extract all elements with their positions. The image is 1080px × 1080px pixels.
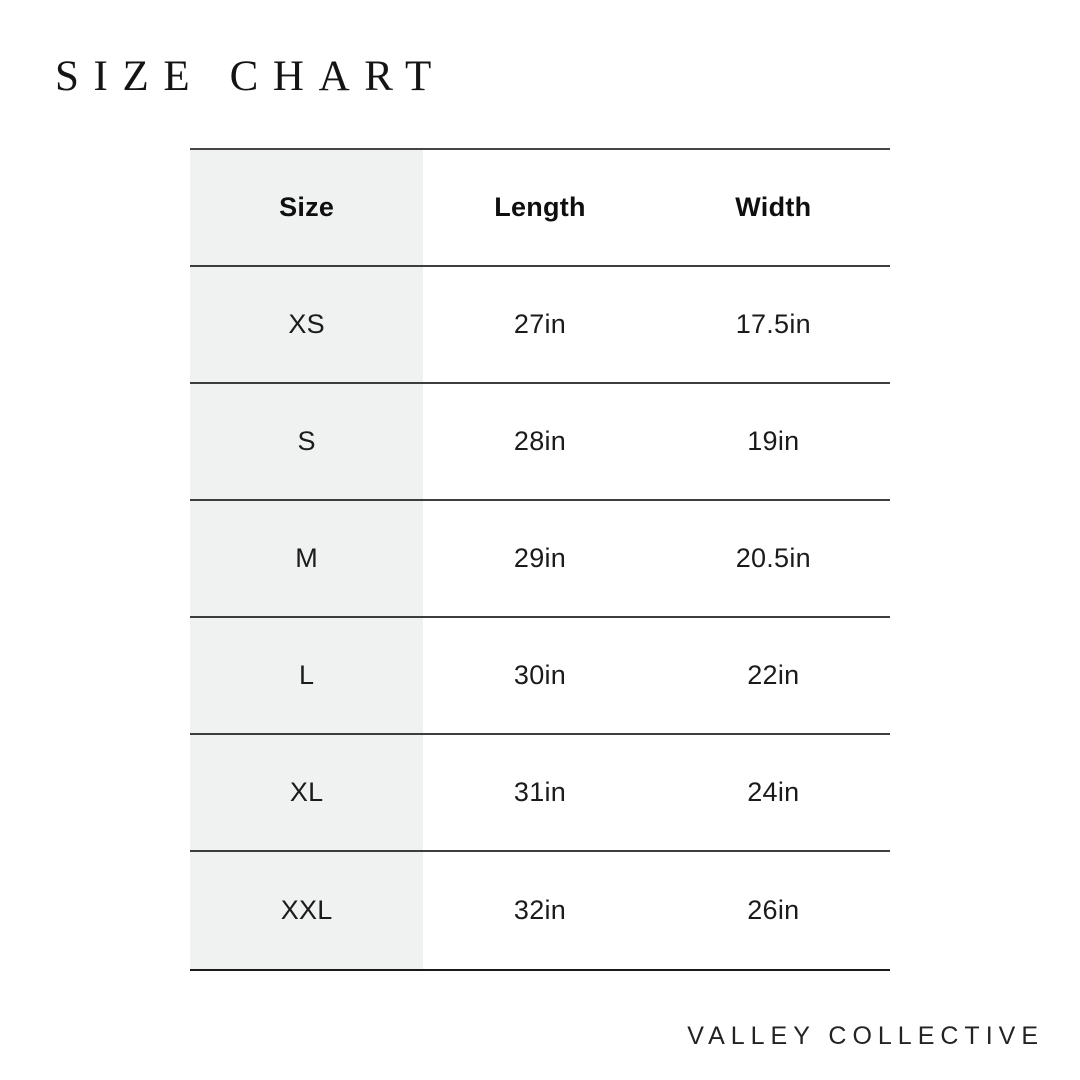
size-cell: M	[190, 501, 424, 616]
page-title: SIZE CHART	[55, 53, 446, 100]
size-cell: XXL	[190, 852, 424, 969]
length-cell: 30in	[513, 660, 567, 690]
brand-name: VALLEY COLLECTIVE	[687, 1022, 1044, 1050]
table-row-s: S 28in 19in	[190, 384, 890, 501]
table-row-m: M 29in 20.5in	[190, 501, 890, 618]
table-row-xs: XS 27in 17.5in	[190, 267, 890, 384]
length-cell: 32in	[513, 895, 567, 925]
column-header-width: Width	[735, 192, 812, 222]
width-cell: 19in	[747, 426, 800, 456]
width-cell: 17.5in	[735, 309, 811, 339]
length-cell: 29in	[513, 543, 567, 573]
size-cell: XS	[190, 267, 424, 382]
width-cell: 24in	[747, 777, 800, 807]
length-cell: 31in	[513, 777, 567, 807]
size-chart-table: Size Length Width XS 27in 17.5in S 28in …	[190, 148, 890, 971]
table-row-xl: XL 31in 24in	[190, 735, 890, 852]
table-header-row: Size Length Width	[190, 150, 890, 267]
size-cell: L	[190, 618, 424, 733]
column-header-length: Length	[494, 192, 586, 222]
width-cell: 20.5in	[735, 543, 811, 573]
width-cell: 26in	[747, 895, 800, 925]
width-cell: 22in	[747, 660, 800, 690]
size-cell: XL	[190, 735, 424, 850]
size-cell: S	[190, 384, 424, 499]
column-header-size: Size	[190, 150, 424, 265]
length-cell: 27in	[513, 309, 567, 339]
table-row-xxl: XXL 32in 26in	[190, 852, 890, 969]
length-cell: 28in	[513, 426, 567, 456]
table-row-l: L 30in 22in	[190, 618, 890, 735]
